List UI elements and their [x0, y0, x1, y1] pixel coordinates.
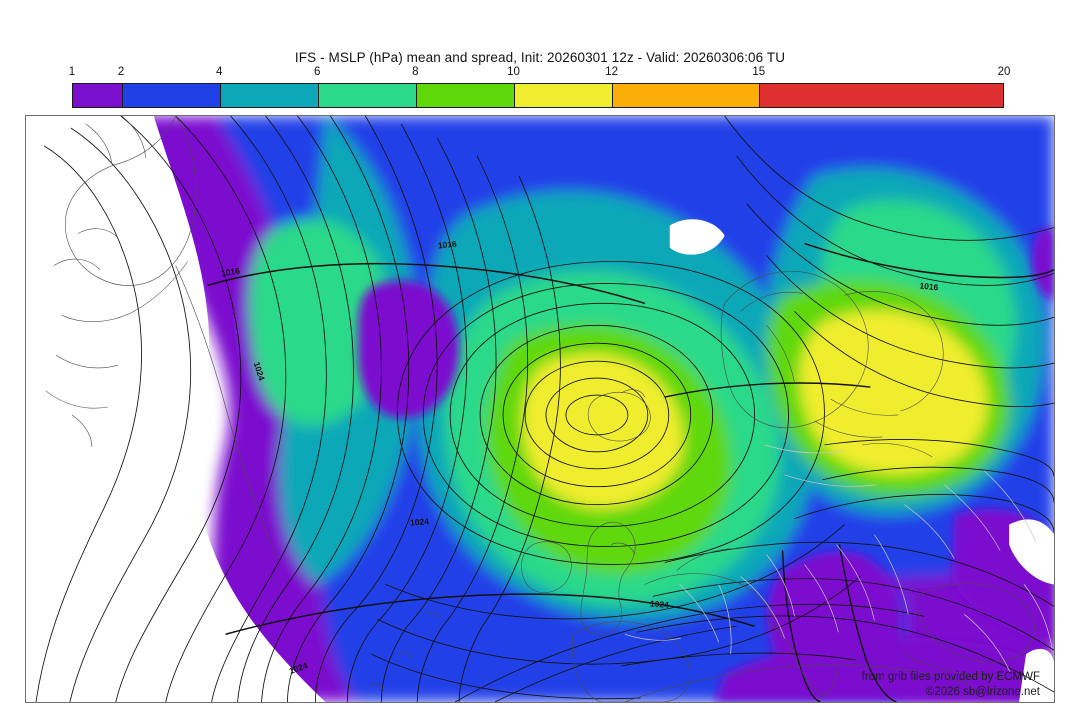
colorbar-tick-6: 6 [314, 66, 321, 78]
colorbar-tick-15: 15 [752, 66, 766, 78]
mslp-contours [35, 116, 1054, 702]
colorbar-tick-8: 8 [412, 66, 419, 78]
colorbar-tick-12: 12 [605, 66, 618, 78]
colorbar-segment-12-15 [613, 84, 761, 107]
no-data-regions [669, 219, 1054, 702]
map-frame[interactable]: 1016 1016 1016 1024 1024 1024 1024 [25, 115, 1055, 703]
contour-label: 1016 [437, 239, 457, 251]
colorbar-segment-15-20 [760, 84, 1003, 107]
map-layers: 1016 1016 1016 1024 1024 1024 1024 [26, 116, 1054, 702]
colorbar-tick-1: 1 [68, 66, 76, 78]
colorbar-segment-8-10 [417, 84, 516, 107]
colorbar-segment-1-2 [73, 84, 123, 107]
colorbar-gradient [72, 83, 1004, 108]
colorbar: 1 2 4 6 8 10 12 15 20 [68, 66, 1011, 108]
colorbar-tick-10: 10 [507, 66, 520, 78]
no-data-west [26, 116, 326, 702]
colorbar-segment-4-6 [220, 84, 319, 107]
country-borders [624, 444, 1053, 673]
colorbar-tick-2: 2 [117, 66, 125, 78]
spread-field [135, 116, 1054, 702]
contour-label: 1024 [650, 598, 670, 610]
contour-label: 1024 [410, 516, 430, 527]
contour-label-group: 1016 1016 1016 1024 1024 1024 1024 [220, 239, 939, 676]
colorbar-tick-20: 20 [997, 66, 1011, 78]
contour-label: 1016 [220, 266, 240, 279]
contour-label: 1016 [919, 280, 939, 292]
colorbar-segment-6-8 [318, 84, 418, 107]
colorbar-tick-4: 4 [215, 66, 223, 78]
colorbar-segment-2-4 [122, 84, 221, 107]
page-title: IFS - MSLP (hPa) mean and spread, Init: … [294, 50, 786, 65]
colorbar-segment-10-12 [515, 84, 614, 107]
map-canvas: 1016 1016 1016 1024 1024 1024 1024 [26, 116, 1054, 702]
colorbar-tick-labels: 1 2 4 6 8 10 12 15 20 [68, 66, 1011, 82]
